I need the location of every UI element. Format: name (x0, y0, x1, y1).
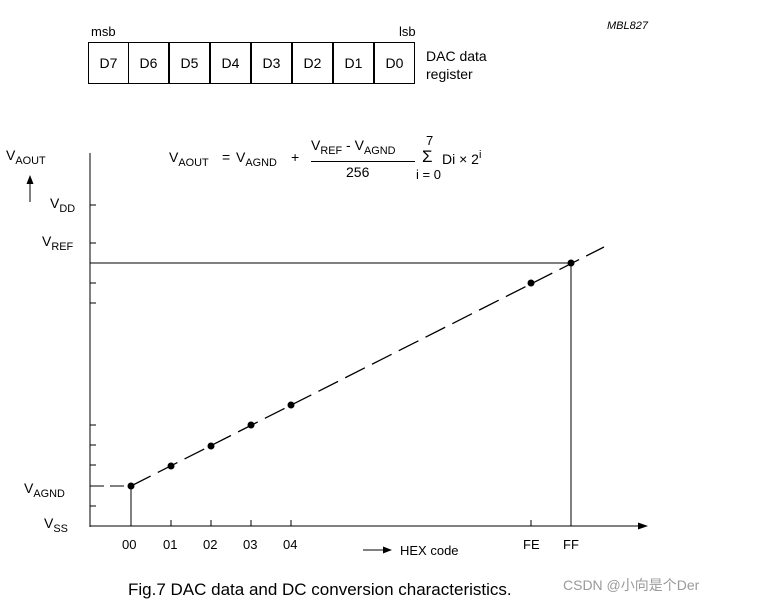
fraction-bar (311, 161, 415, 162)
point-03 (247, 421, 255, 429)
sum-sign: Σ (422, 147, 433, 166)
bit-cell: D4 (210, 42, 251, 84)
sum-upper: 7 (426, 133, 434, 148)
point-ff (567, 259, 575, 267)
bit-cell: D6 (128, 42, 169, 84)
bit-cell: D0 (374, 42, 415, 84)
formula-numerator: VREF - VAGND (311, 137, 396, 157)
vss-label: VSS (44, 515, 68, 535)
x-axis-arrowhead (638, 522, 648, 530)
y-axis-label: VAOUT (6, 147, 46, 167)
bit-cell: D7 (88, 42, 129, 84)
figure-id: MBL827 (607, 20, 648, 32)
x-tick-label: 02 (203, 537, 218, 552)
x-tick-label: 03 (243, 537, 258, 552)
x-tick-label: 01 (163, 537, 178, 552)
point-04 (287, 401, 295, 409)
lsb-label: lsb (399, 24, 416, 39)
register-caption-line1: DAC data (426, 48, 487, 64)
x-tick-label: FE (523, 537, 540, 552)
bit-cell: D3 (251, 42, 292, 84)
hex-arrow-head (383, 546, 392, 554)
bit-cell: D2 (292, 42, 333, 84)
register-caption-line2: register (426, 66, 473, 82)
sum-lower: i = 0 (416, 167, 441, 182)
transfer-line (130, 246, 605, 487)
point-01 (167, 462, 175, 470)
bit-cell: D1 (333, 42, 374, 84)
y-ticks (90, 204, 96, 507)
x-tick-label: 04 (283, 537, 298, 552)
formula-di-term: Di × 2i (442, 149, 482, 167)
point-02 (207, 442, 215, 450)
bit-cell: D5 (169, 42, 210, 84)
x-ticks (130, 520, 572, 526)
y-label-arrow-head (26, 175, 34, 184)
point-fe (527, 279, 535, 287)
point-00 (127, 482, 135, 490)
formula-lhs: VAOUT (169, 149, 209, 169)
watermark: CSDN @小向是个Der (563, 577, 700, 593)
vdd-label: VDD (50, 195, 76, 215)
formula-term-agnd: VAGND (236, 149, 277, 169)
figure-caption: Fig.7 DAC data and DC conversion charact… (128, 580, 512, 599)
formula-equals: = (222, 149, 231, 165)
vref-label: VREF (42, 233, 74, 253)
vagnd-label: VAGND (24, 480, 65, 500)
x-tick-label: 00 (122, 537, 137, 552)
data-points (127, 259, 575, 490)
msb-label: msb (91, 24, 116, 39)
formula-plus: + (291, 149, 300, 165)
x-tick-label: FF (563, 537, 579, 552)
x-axis-label: HEX code (400, 543, 459, 558)
formula-denominator: 256 (346, 164, 370, 180)
